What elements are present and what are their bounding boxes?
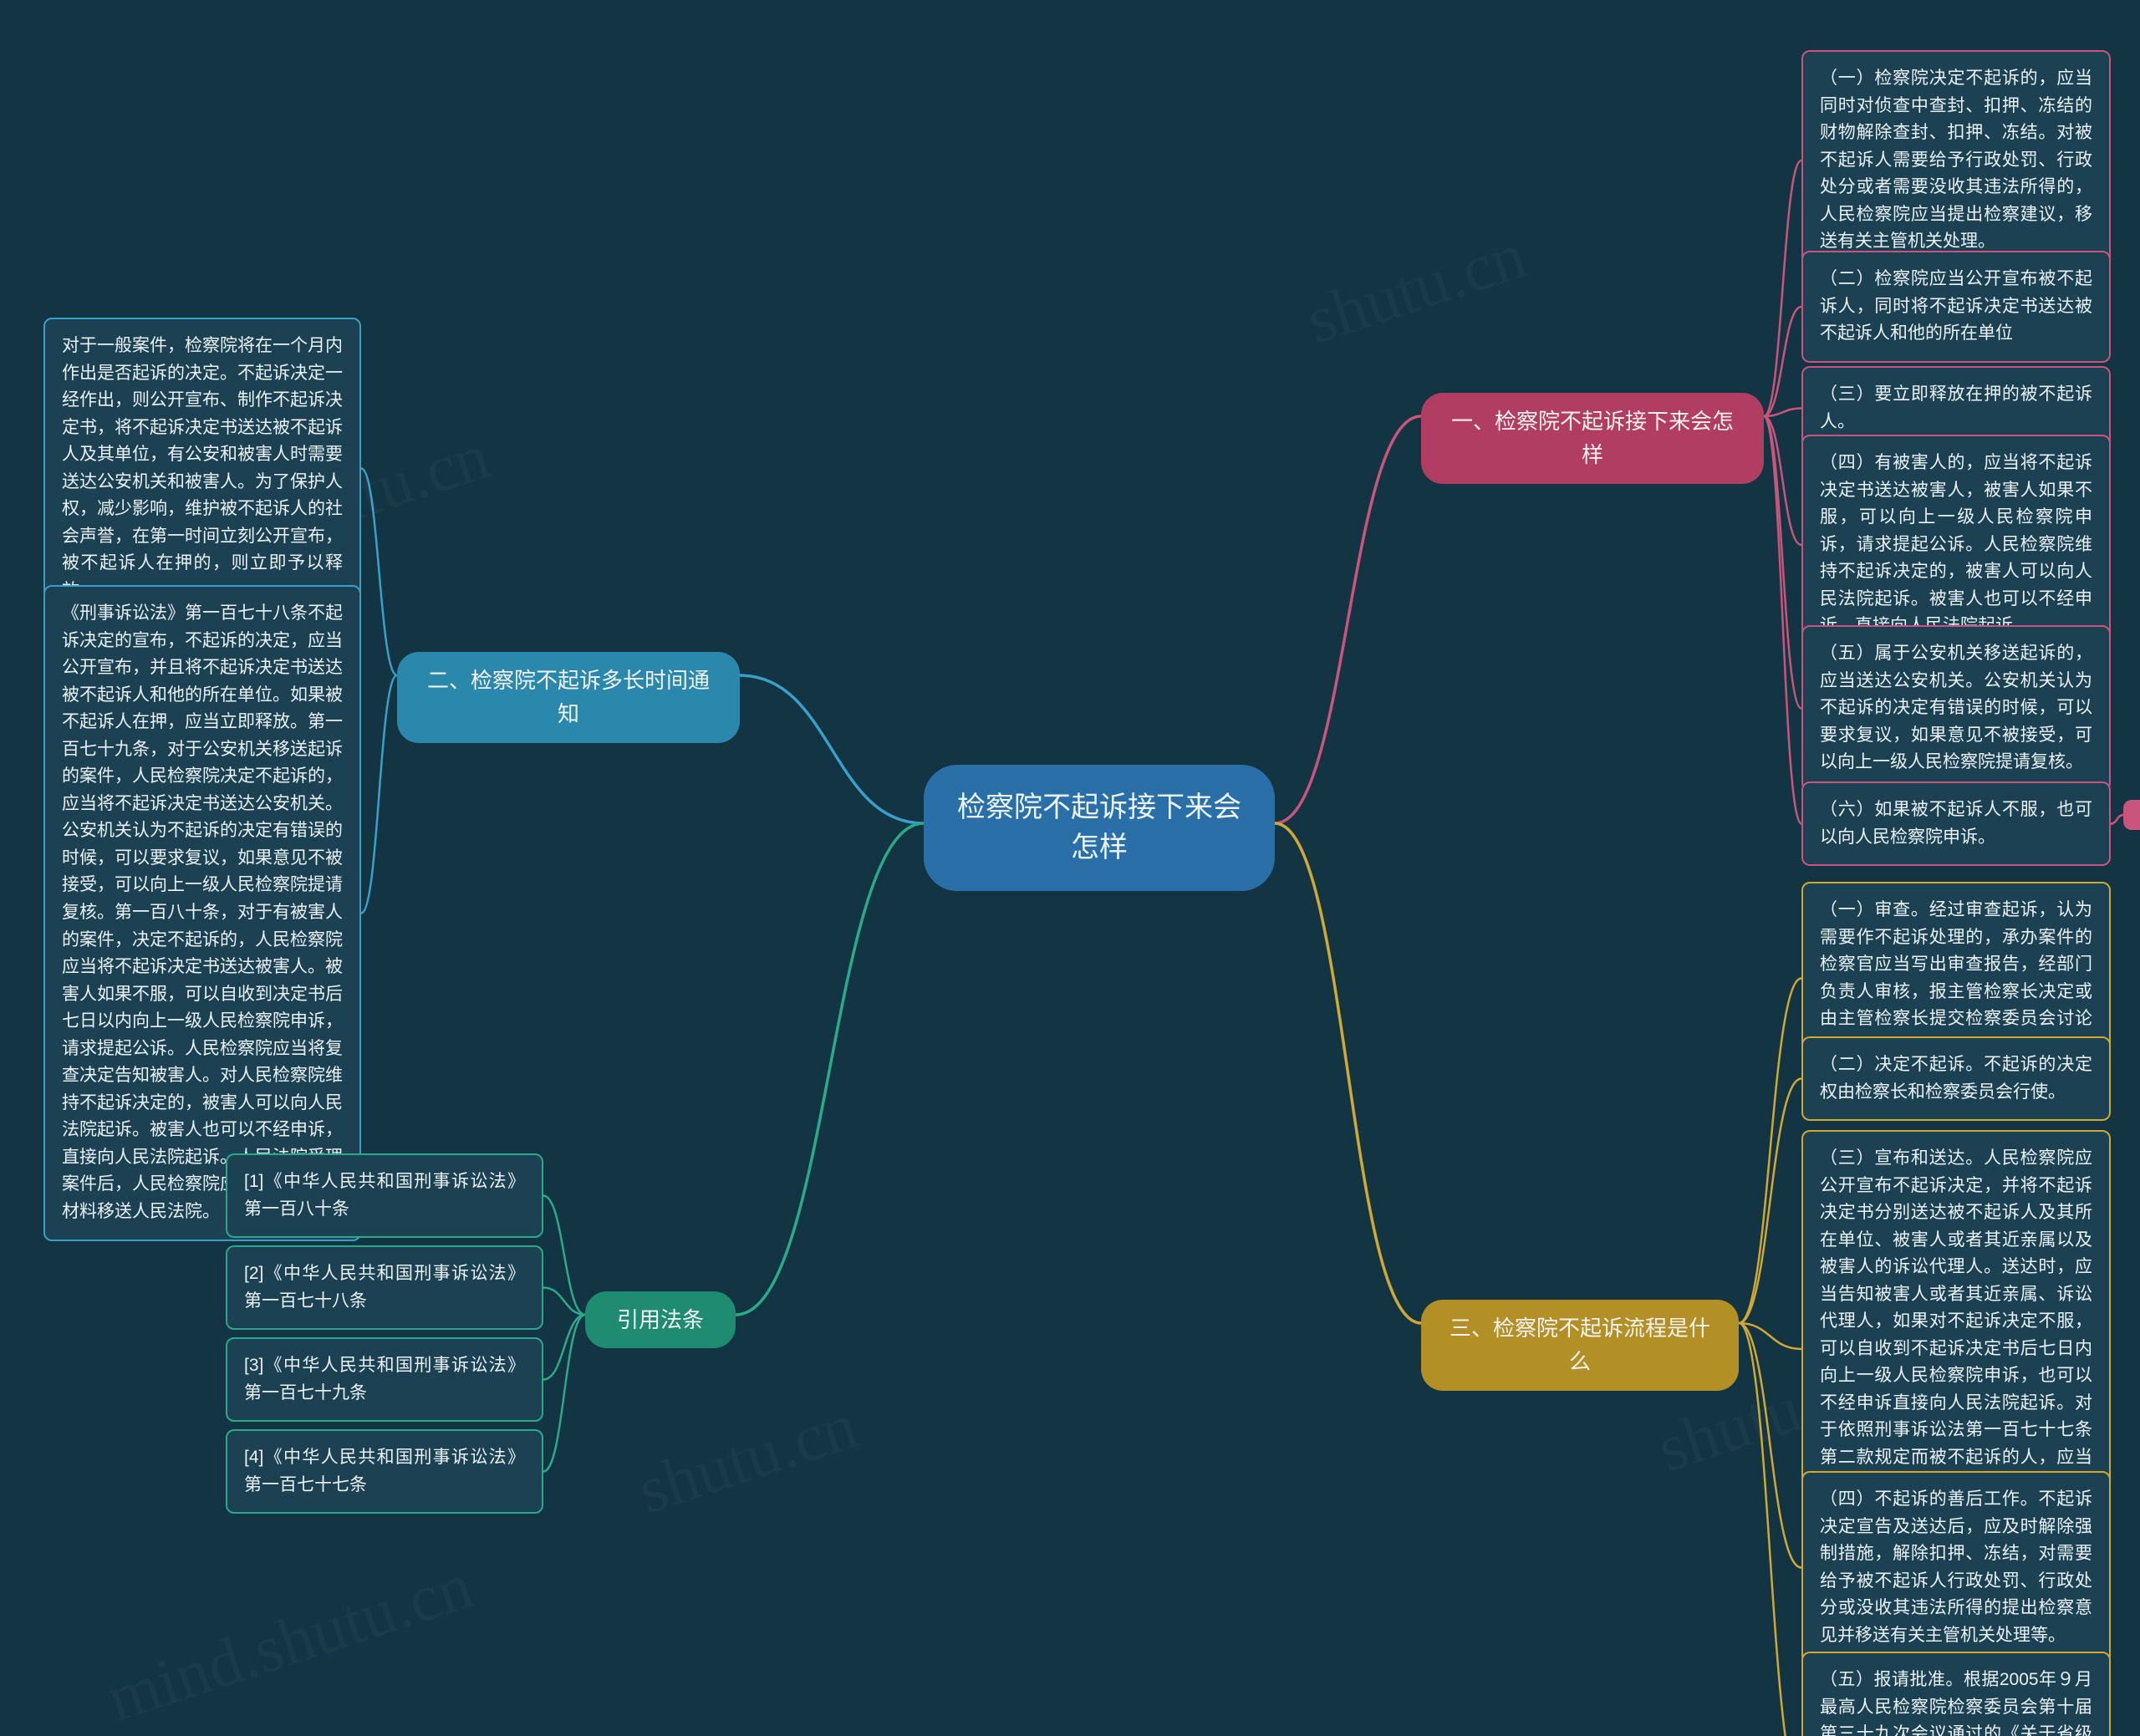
- leaf-node: （四）有被害人的，应当将不起诉决定书送达被害人，被害人如果不服，可以向上一级人民…: [1801, 435, 2111, 655]
- leaf-node: 《刑事诉讼法》第一百七十八条不起诉决定的宣布，不起诉的决定，应当公开宣布，并且将…: [43, 585, 361, 1241]
- leaf-node: [1]《中华人民共和国刑事诉讼法》第一百八十条: [226, 1153, 543, 1238]
- leaf-node: [3]《中华人民共和国刑事诉讼法》第一百七十九条: [226, 1337, 543, 1422]
- leaf-node: 对于一般案件，检察院将在一个月内作出是否起诉的决定。不起诉决定一经作出，则公开宣…: [43, 318, 361, 619]
- branch-node: 三、检察院不起诉流程是什么: [1421, 1300, 1739, 1391]
- leaf-node: （四）不起诉的善后工作。不起诉决定宣告及送达后，应及时解除强制措施，解除扣押、冻…: [1801, 1471, 2111, 1664]
- leaf-node: （二）检察院应当公开宣布被不起诉人，同时将不起诉决定书送达被不起诉人和他的所在单…: [1801, 251, 2111, 363]
- leaf-node: （五）报请批准。根据2005年９月最高人民检察院检察委员会第十届第三十九次会议通…: [1801, 1652, 2111, 1736]
- branch-node: 二、检察院不起诉多长时间通知: [397, 652, 740, 743]
- center-node: 检察院不起诉接下来会怎样: [924, 765, 1275, 891]
- leaf-node: [2]《中华人民共和国刑事诉讼法》第一百七十八条: [226, 1245, 543, 1330]
- leaf-node: （六）如果被不起诉人不服，也可以向人民检察院申诉。: [1801, 781, 2111, 866]
- extra-pill: [2123, 800, 2140, 830]
- branch-node: 一、检察院不起诉接下来会怎样: [1421, 393, 1764, 484]
- leaf-node: [4]《中华人民共和国刑事诉讼法》第一百七十七条: [226, 1429, 543, 1514]
- branch-node: 引用法条: [585, 1291, 736, 1348]
- leaf-node: （一）检察院决定不起诉的，应当同时对侦查中查封、扣押、冻结的财物解除查封、扣押、…: [1801, 50, 2111, 271]
- leaf-node: （二）决定不起诉。不起诉的决定权由检察长和检察委员会行使。: [1801, 1036, 2111, 1121]
- leaf-node: （五）属于公安机关移送起诉的，应当送达公安机关。公安机关认为不起诉的决定有错误的…: [1801, 625, 2111, 792]
